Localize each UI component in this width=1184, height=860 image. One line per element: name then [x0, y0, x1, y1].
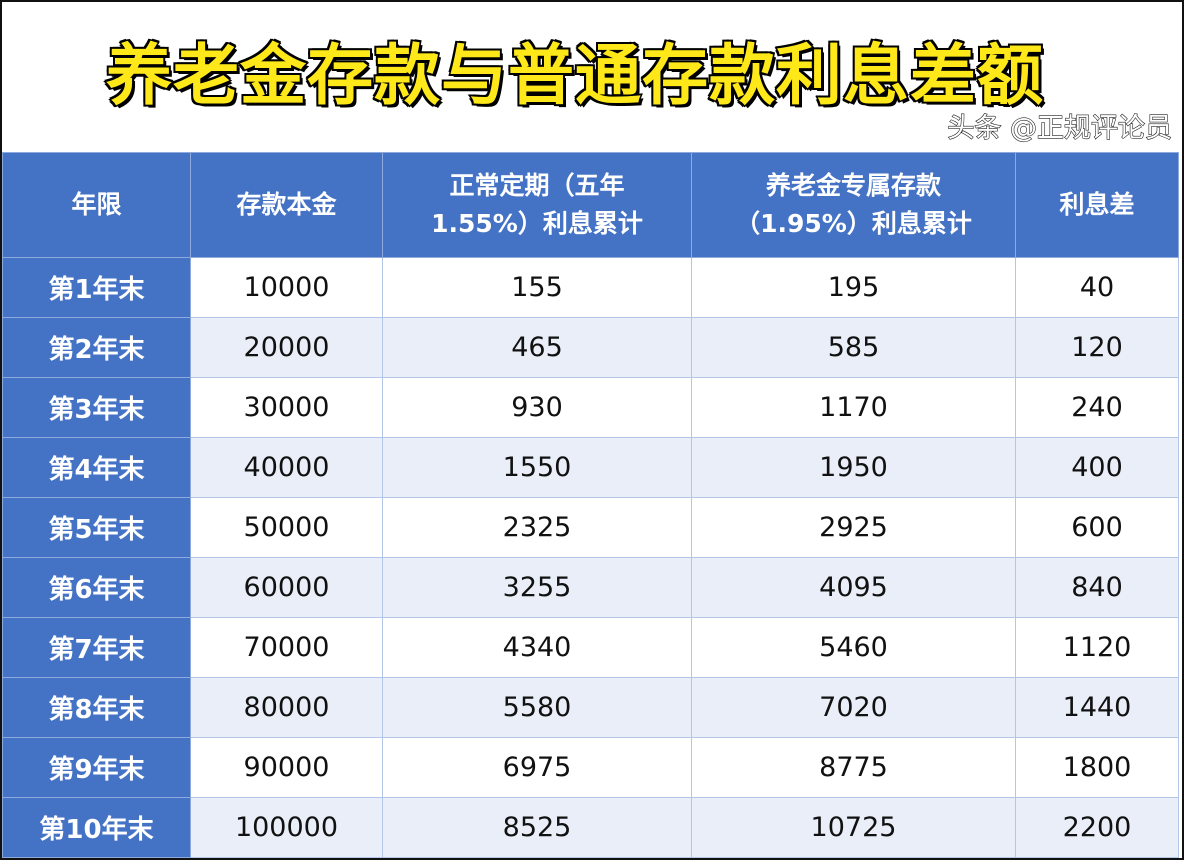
interest-table: 年限 存款本金 正常定期（五年1.55%）利息累计 养老金专属存款（1.95%）利息累… — [2, 152, 1179, 858]
table-row: 第8年末 80000 5580 7020 1440 — [2, 677, 1179, 738]
year-cell: 第5年末 — [2, 497, 191, 558]
principal-cell: 50000 — [190, 497, 383, 558]
interest-diff-cell: 840 — [1015, 557, 1179, 618]
interest-diff-cell: 240 — [1015, 377, 1179, 438]
year-cell: 第9年末 — [2, 737, 191, 798]
interest-diff-cell: 40 — [1015, 257, 1179, 318]
header-principal: 存款本金 — [190, 152, 383, 258]
normal-interest-cell: 6975 — [382, 737, 692, 798]
pension-interest-cell: 8775 — [691, 737, 1016, 798]
year-cell: 第2年末 — [2, 317, 191, 378]
normal-interest-cell: 4340 — [382, 617, 692, 678]
table-row: 第7年末 70000 4340 5460 1120 — [2, 617, 1179, 678]
pension-interest-cell: 585 — [691, 317, 1016, 378]
year-cell: 第8年末 — [2, 677, 191, 738]
interest-diff-cell: 1800 — [1015, 737, 1179, 798]
year-cell: 第4年末 — [2, 437, 191, 498]
header-normal-interest: 正常定期（五年1.55%）利息累计 — [382, 152, 692, 258]
principal-cell: 90000 — [190, 737, 383, 798]
normal-interest-cell: 8525 — [382, 797, 692, 858]
principal-cell: 80000 — [190, 677, 383, 738]
normal-interest-cell: 5580 — [382, 677, 692, 738]
header-row: 年限 存款本金 正常定期（五年1.55%）利息累计 养老金专属存款（1.95%）利息累… — [2, 152, 1179, 258]
pension-interest-cell: 7020 — [691, 677, 1016, 738]
normal-interest-cell: 1550 — [382, 437, 692, 498]
principal-cell: 60000 — [190, 557, 383, 618]
table-row: 第1年末 10000 155 195 40 — [2, 257, 1179, 318]
table-row: 第5年末 50000 2325 2925 600 — [2, 497, 1179, 558]
table-row: 第4年末 40000 1550 1950 400 — [2, 437, 1179, 498]
year-cell: 第10年末 — [2, 797, 191, 858]
normal-interest-cell: 465 — [382, 317, 692, 378]
normal-interest-cell: 155 — [382, 257, 692, 318]
year-cell: 第7年末 — [2, 617, 191, 678]
interest-diff-cell: 1440 — [1015, 677, 1179, 738]
pension-interest-cell: 1170 — [691, 377, 1016, 438]
year-cell: 第6年末 — [2, 557, 191, 618]
pension-interest-cell: 10725 — [691, 797, 1016, 858]
table-row: 第3年末 30000 930 1170 240 — [2, 377, 1179, 438]
interest-diff-cell: 2200 — [1015, 797, 1179, 858]
watermark: 头条 @正规评论员 — [947, 112, 1173, 144]
page-title: 养老金存款与普通存款利息差额 — [105, 36, 1045, 116]
header-year: 年限 — [2, 152, 191, 258]
pension-interest-cell: 1950 — [691, 437, 1016, 498]
normal-interest-cell: 930 — [382, 377, 692, 438]
year-cell: 第1年末 — [2, 257, 191, 318]
table-row: 第9年末 90000 6975 8775 1800 — [2, 737, 1179, 798]
table-row: 第6年末 60000 3255 4095 840 — [2, 557, 1179, 618]
principal-cell: 40000 — [190, 437, 383, 498]
principal-cell: 20000 — [190, 317, 383, 378]
header-interest-diff: 利息差 — [1015, 152, 1179, 258]
interest-diff-cell: 120 — [1015, 317, 1179, 378]
normal-interest-cell: 3255 — [382, 557, 692, 618]
interest-diff-cell: 600 — [1015, 497, 1179, 558]
pension-interest-cell: 4095 — [691, 557, 1016, 618]
principal-cell: 10000 — [190, 257, 383, 318]
pension-interest-cell: 2925 — [691, 497, 1016, 558]
principal-cell: 30000 — [190, 377, 383, 438]
normal-interest-cell: 2325 — [382, 497, 692, 558]
table-row: 第10年末 100000 8525 10725 2200 — [2, 797, 1179, 858]
pension-interest-cell: 195 — [691, 257, 1016, 318]
header-pension-interest: 养老金专属存款（1.95%）利息累计 — [691, 152, 1016, 258]
principal-cell: 100000 — [190, 797, 383, 858]
table-row: 第2年末 20000 465 585 120 — [2, 317, 1179, 378]
year-cell: 第3年末 — [2, 377, 191, 438]
interest-diff-cell: 400 — [1015, 437, 1179, 498]
principal-cell: 70000 — [190, 617, 383, 678]
pension-interest-cell: 5460 — [691, 617, 1016, 678]
interest-diff-cell: 1120 — [1015, 617, 1179, 678]
